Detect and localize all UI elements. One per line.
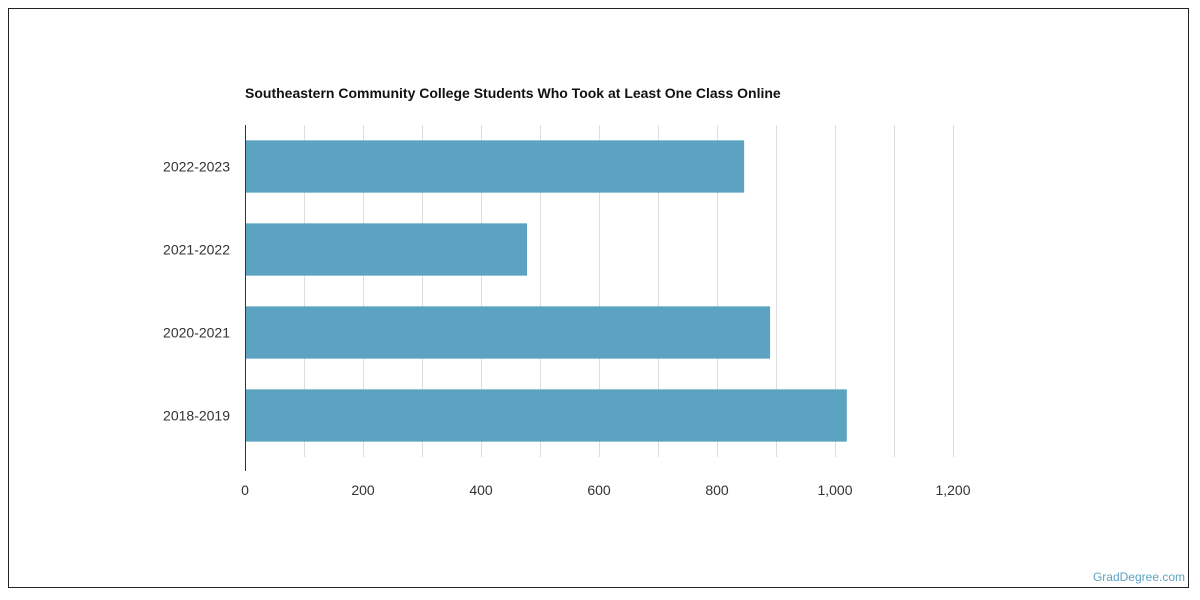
y-tick-label: 2021-2022 <box>163 242 230 258</box>
x-tick-label: 400 <box>469 482 493 498</box>
y-tick-label: 2022-2023 <box>163 159 230 175</box>
watermark-link[interactable]: GradDegree.com <box>1092 570 1185 584</box>
x-tick-label: 600 <box>587 482 611 498</box>
x-tick-label: 0 <box>241 482 249 498</box>
y-tick-label: 2018-2019 <box>163 408 230 424</box>
bar-2022-2023 <box>245 140 745 193</box>
chart-frame <box>8 8 1189 588</box>
bar-2020-2021 <box>245 306 771 359</box>
chart-title: Southeastern Community College Students … <box>245 85 781 101</box>
x-tick-label: 1,200 <box>935 482 970 498</box>
y-tick-label: 2020-2021 <box>163 325 230 341</box>
x-tick-label: 200 <box>351 482 375 498</box>
bar-2021-2022 <box>245 223 528 276</box>
x-tick-label: 1,000 <box>817 482 852 498</box>
bar-2018-2019 <box>245 389 847 442</box>
x-tick-label: 800 <box>705 482 729 498</box>
